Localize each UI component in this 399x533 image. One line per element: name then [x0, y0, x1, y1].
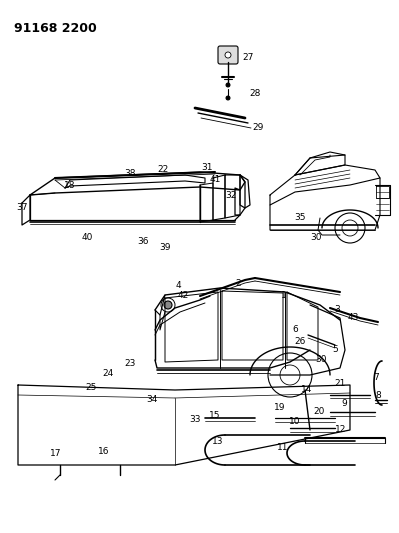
- Text: 23: 23: [124, 359, 136, 368]
- Text: 18: 18: [64, 181, 76, 190]
- Text: 1: 1: [281, 292, 287, 301]
- Text: 31: 31: [201, 164, 213, 173]
- Text: 8: 8: [375, 392, 381, 400]
- Text: 9: 9: [341, 399, 347, 408]
- Text: 36: 36: [137, 238, 149, 246]
- FancyBboxPatch shape: [218, 46, 238, 64]
- Text: 43: 43: [347, 313, 359, 322]
- Text: 19: 19: [274, 403, 286, 413]
- Text: 40: 40: [81, 233, 93, 243]
- Text: 5: 5: [332, 345, 338, 354]
- Circle shape: [225, 52, 231, 58]
- Text: 30: 30: [310, 232, 322, 241]
- Text: 22: 22: [157, 166, 169, 174]
- Text: 30: 30: [315, 356, 327, 365]
- Text: 20: 20: [313, 408, 325, 416]
- Text: 21: 21: [334, 378, 346, 387]
- Text: 13: 13: [212, 437, 224, 446]
- Text: 11: 11: [277, 442, 289, 451]
- Text: 33: 33: [189, 416, 201, 424]
- Text: 6: 6: [292, 326, 298, 335]
- Text: 91168 2200: 91168 2200: [14, 22, 97, 35]
- Text: 15: 15: [209, 410, 221, 419]
- Text: 25: 25: [85, 383, 97, 392]
- Text: 24: 24: [103, 368, 114, 377]
- Circle shape: [226, 83, 230, 87]
- Text: 42: 42: [178, 290, 189, 300]
- Text: 4: 4: [175, 280, 181, 289]
- Text: 10: 10: [289, 417, 301, 426]
- Text: 29: 29: [252, 124, 264, 133]
- Text: 28: 28: [249, 88, 261, 98]
- Text: 14: 14: [301, 385, 313, 394]
- Circle shape: [164, 301, 172, 309]
- Text: 26: 26: [294, 337, 306, 346]
- Text: 17: 17: [50, 449, 62, 458]
- Text: 41: 41: [209, 175, 221, 184]
- Circle shape: [226, 96, 230, 100]
- Text: 37: 37: [16, 204, 28, 213]
- Text: 2: 2: [235, 279, 241, 287]
- Text: 38: 38: [124, 168, 136, 177]
- Text: 34: 34: [146, 395, 158, 405]
- Text: 35: 35: [294, 214, 306, 222]
- Text: 39: 39: [159, 243, 171, 252]
- Text: 7: 7: [373, 374, 379, 383]
- Text: 27: 27: [242, 53, 254, 62]
- Text: 16: 16: [98, 448, 110, 456]
- Text: 12: 12: [335, 425, 347, 434]
- Text: 3: 3: [334, 305, 340, 314]
- Text: 32: 32: [225, 191, 237, 200]
